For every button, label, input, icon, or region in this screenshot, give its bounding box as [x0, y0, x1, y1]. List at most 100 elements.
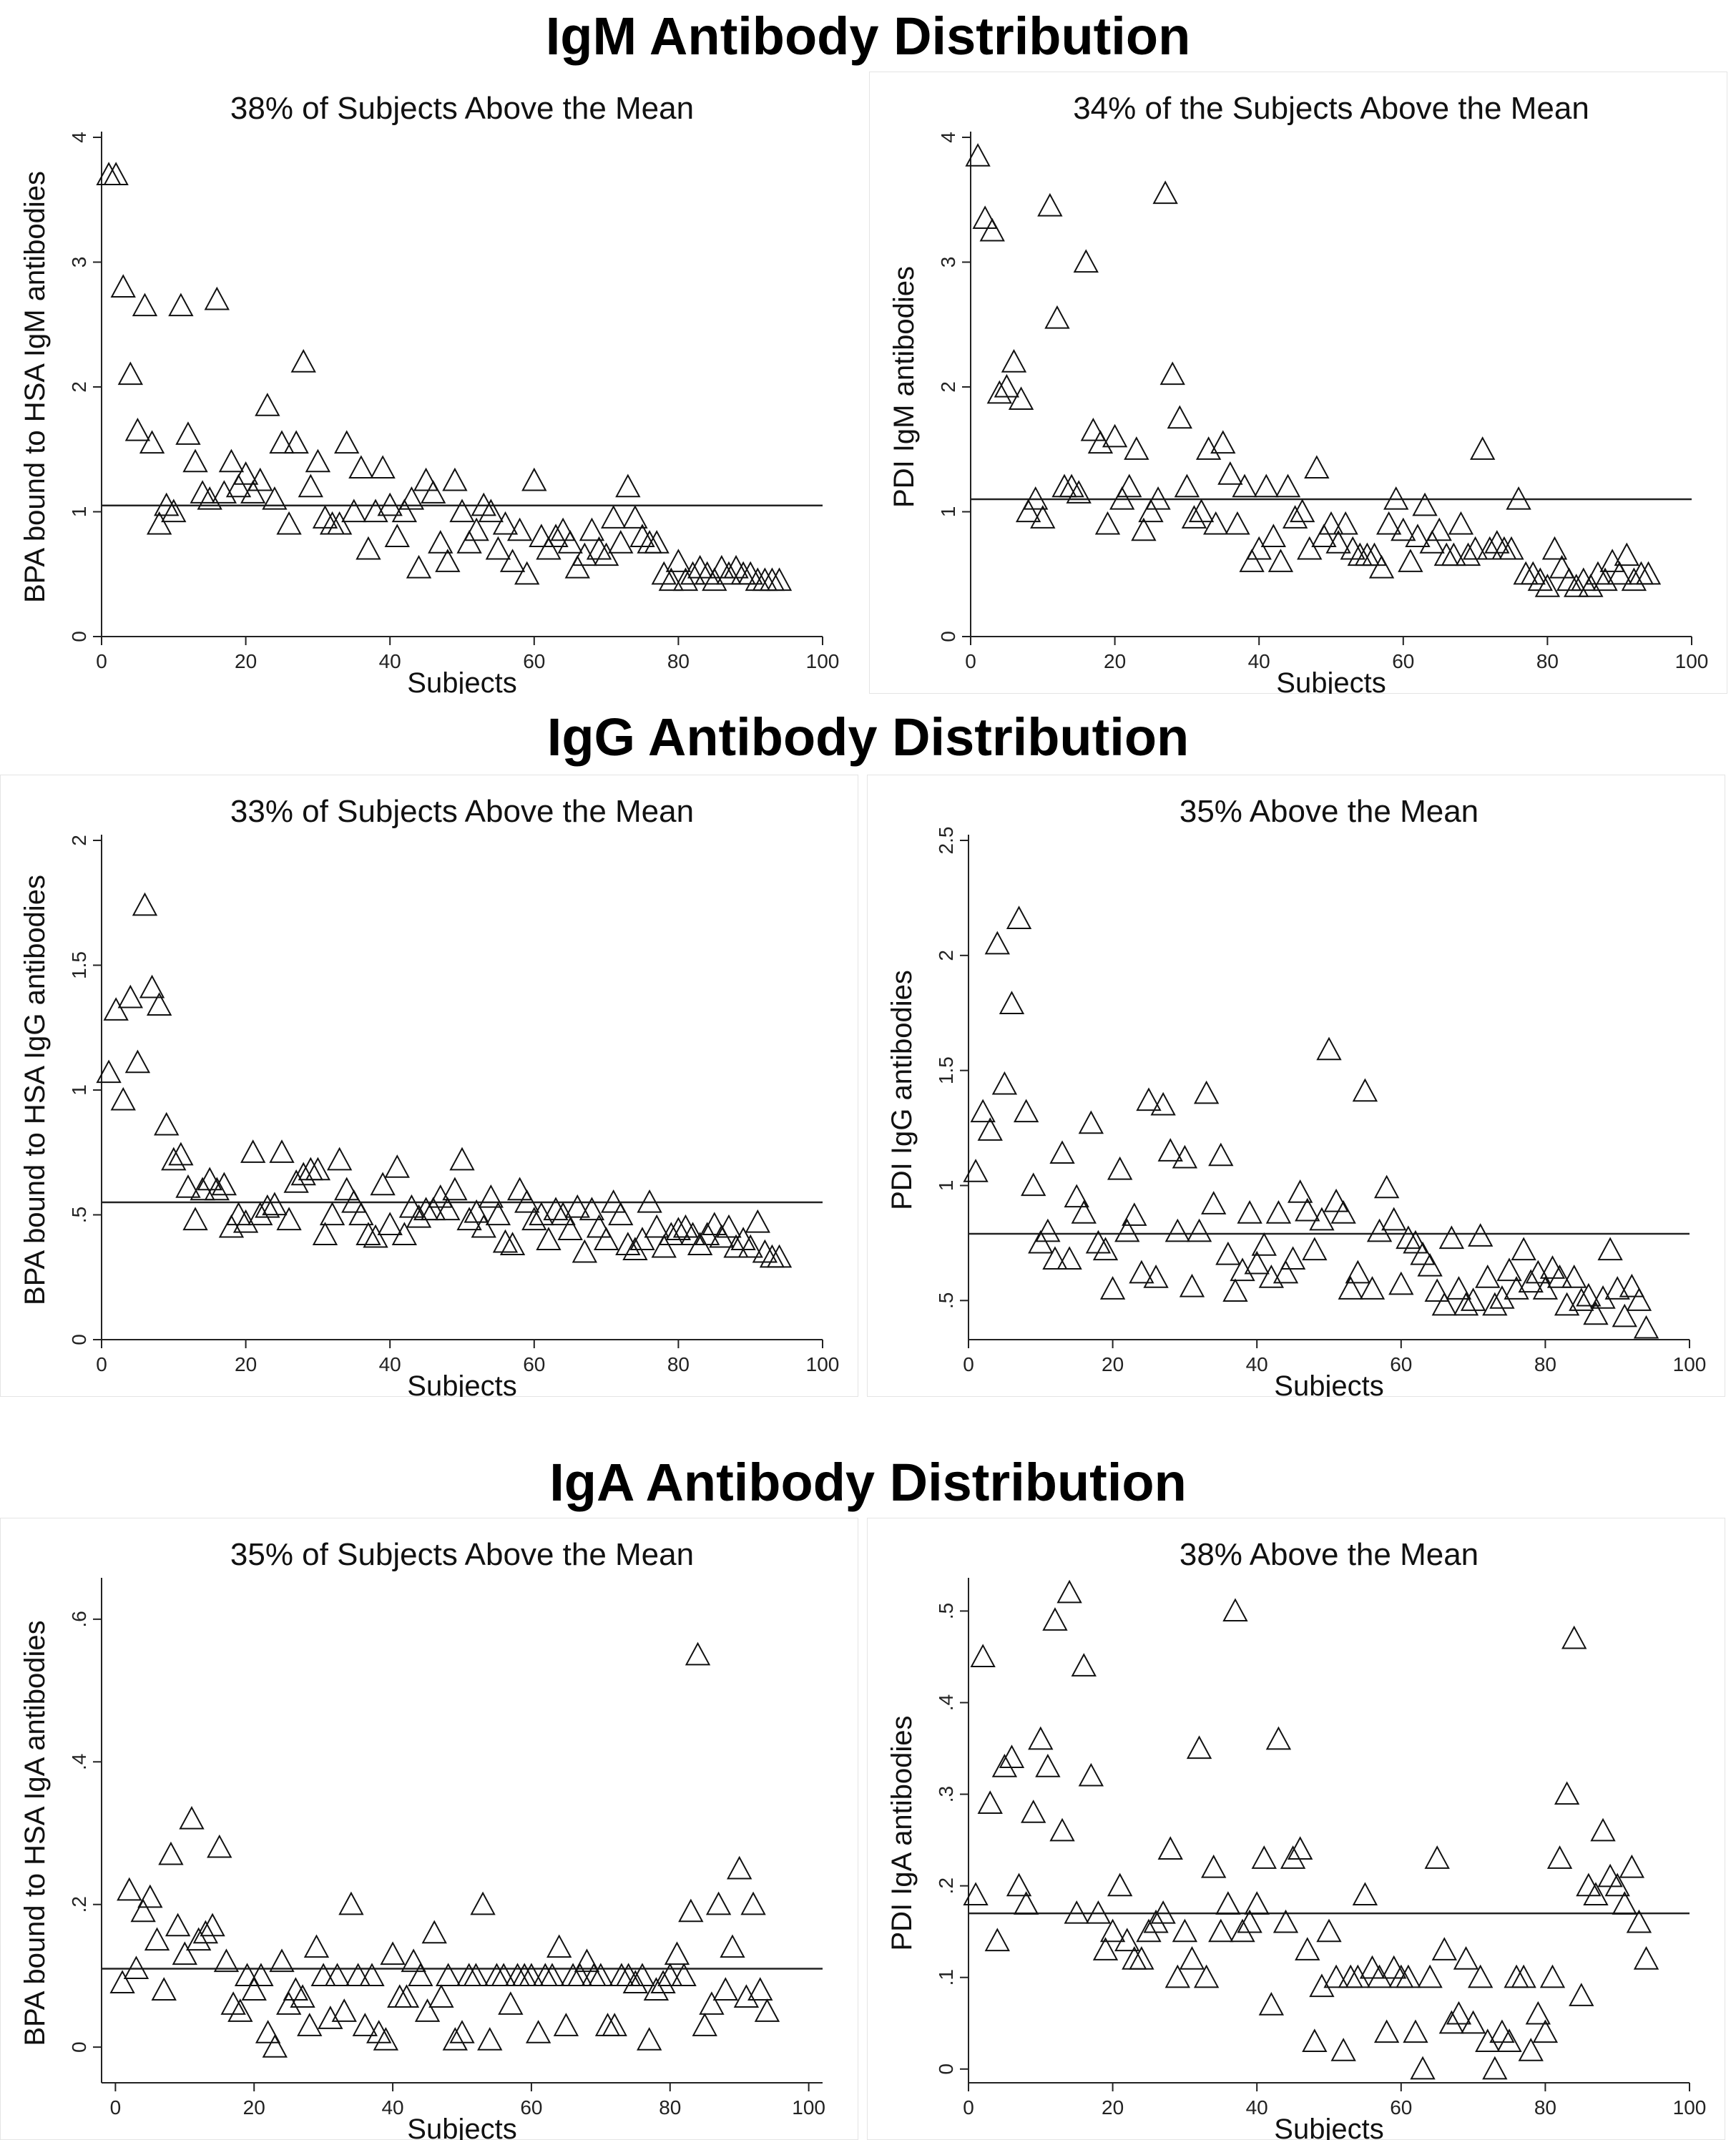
data-point: [1597, 1237, 1623, 1261]
data-point: [644, 1214, 670, 1238]
data-point: [1288, 1836, 1313, 1860]
data-point: [1222, 1278, 1248, 1302]
x-axis-label: Subjects: [1274, 2114, 1383, 2140]
data-point: [234, 1963, 260, 1987]
data-point: [1564, 574, 1589, 597]
data-point: [232, 461, 259, 485]
x-tick-label: 0: [965, 650, 976, 672]
data-point: [1599, 549, 1625, 572]
igm-bpa-panel: 38% of Subjects Above the Mean 0 20 40 60 80 1…: [0, 72, 858, 694]
data-point: [567, 1963, 593, 1987]
x-tick-label: 0: [96, 650, 107, 672]
data-point: [262, 1192, 288, 1216]
data-point: [449, 1147, 475, 1171]
data-point: [470, 1891, 496, 1915]
data-point: [1403, 2019, 1428, 2043]
data-point: [1309, 1973, 1335, 1998]
data-point: [1612, 1891, 1637, 1915]
data-point: [1157, 1138, 1183, 1162]
data-point: [326, 511, 353, 535]
data-point: [413, 467, 439, 491]
data-point: [398, 1194, 425, 1218]
data-point: [1021, 1172, 1046, 1197]
y-tick-label: .3: [935, 1786, 957, 1802]
data-point: [341, 1189, 367, 1213]
data-point: [186, 1927, 212, 1951]
data-point: [478, 1184, 504, 1208]
data-point: [536, 1227, 561, 1250]
data-point: [1626, 1909, 1652, 1933]
data-point: [1316, 1918, 1342, 1943]
data-point: [1143, 1265, 1169, 1288]
data-point: [213, 1948, 240, 1973]
y-tick-label: .4: [935, 1694, 957, 1711]
data-point: [123, 1955, 149, 1980]
data-point: [766, 1244, 793, 1268]
x-tick-label: 60: [523, 650, 545, 672]
data-point: [1585, 561, 1611, 585]
data-point: [408, 1963, 433, 1987]
data-point: [305, 1157, 331, 1181]
data-point: [498, 1991, 524, 2015]
data-point: [117, 361, 143, 386]
y-tick-label: .5: [68, 1207, 90, 1223]
x-tick-label: 80: [1534, 2096, 1556, 2119]
x-tick-label: 100: [1675, 650, 1709, 672]
data-point: [124, 417, 151, 441]
data-point: [158, 1841, 184, 1865]
data-point: [1188, 499, 1215, 523]
data-point: [1633, 1945, 1659, 1970]
data-point: [477, 2027, 503, 2051]
data-point: [1246, 536, 1272, 560]
data-point: [665, 1217, 692, 1241]
data-point: [1049, 1140, 1075, 1164]
data-point: [165, 1913, 191, 1937]
data-point: [1092, 1237, 1119, 1261]
data-point: [377, 492, 403, 516]
data-point: [972, 205, 998, 230]
data-point: [96, 1059, 122, 1084]
chart-title: 34% of the Subjects Above the Mean: [1073, 91, 1589, 126]
data-point: [1576, 1282, 1602, 1307]
data-point: [991, 1754, 1018, 1777]
data-point: [1554, 1781, 1580, 1805]
data-point: [1172, 1918, 1198, 1943]
data-point: [1143, 1909, 1169, 1933]
x-tick-label: 80: [1536, 650, 1559, 672]
data-point: [1302, 2028, 1328, 2052]
data-point: [629, 1963, 655, 1987]
data-point: [1546, 1265, 1573, 1288]
data-point: [991, 1071, 1018, 1095]
data-point: [1612, 1303, 1637, 1327]
data-point: [449, 2020, 475, 2043]
data-point: [1448, 511, 1474, 535]
x-tick-label: 20: [235, 1353, 257, 1375]
data-point: [363, 1224, 388, 1248]
data-point: [1318, 511, 1344, 535]
data-point: [391, 499, 418, 523]
igg-section-title: IgG Antibody Distribution: [546, 707, 1190, 767]
data-point: [1280, 1845, 1306, 1869]
data-point: [103, 162, 129, 185]
data-point: [1094, 511, 1121, 535]
data-point: [182, 1207, 208, 1231]
x-tick-label: 60: [1392, 650, 1414, 672]
data-point: [970, 1099, 996, 1123]
data-point: [324, 1963, 350, 1987]
data-point: [298, 473, 323, 498]
data-point: [615, 473, 641, 498]
data-point: [1325, 530, 1351, 554]
data-point: [1117, 473, 1142, 498]
data-point: [1604, 1276, 1630, 1300]
data-point: [331, 1998, 357, 2022]
data-point: [338, 1891, 364, 1915]
data-point: [1403, 1229, 1428, 1254]
data-point: [1164, 1218, 1190, 1242]
data-point: [1272, 1260, 1299, 1284]
data-point: [334, 1177, 360, 1201]
y-tick-label: .2: [935, 1878, 957, 1894]
data-point: [1525, 2001, 1551, 2025]
data-point: [1201, 1854, 1227, 1878]
data-point: [994, 373, 1020, 398]
